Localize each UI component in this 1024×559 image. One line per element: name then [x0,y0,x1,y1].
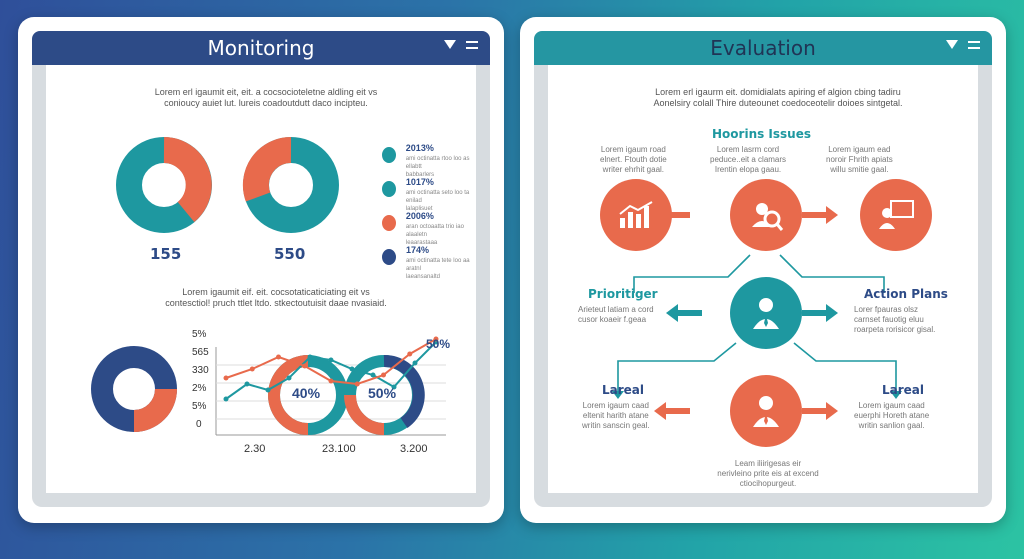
ring-2 [344,354,425,435]
col-mid-text: Lorem lasrm cord peduce..eit a clamars I… [710,145,787,174]
action-plans-label: Action Plans [864,287,948,301]
line-point [433,336,439,342]
donut-1 [116,137,212,233]
connector-lines [617,254,897,391]
ring-2-label: 50% [368,385,397,401]
line-point [223,375,229,381]
line-point [354,381,360,387]
prioritiger-label: Prioritiger [588,287,658,301]
col-right-text: Lorem igaum ead noroir Fhrith apiats wil… [826,145,893,174]
legend-text: ami octinatta tete loo aa aratnl laeansa… [405,258,470,280]
evaluation-title: Evaluation [710,36,816,60]
legend-item: 2006% aran octoaatta trio iao alaaletn le… [382,211,476,247]
evaluation-header: Evaluation [534,31,992,65]
lareal-left-label: Lareal [602,383,645,397]
action-plans-text: Lorer fpauras olsz carnset fauotig eluu … [854,305,936,334]
monitoring-card: Monitoring Lorem erl igaumit eit, eit. a… [18,17,504,523]
teal-arrows [666,304,838,322]
dropdown-icon[interactable] [946,40,958,49]
presentation-icon [860,179,932,251]
legend-item: 1017% ami octinatta seto loo ta enilad la… [382,177,476,213]
ring-1 [268,355,348,435]
y-tick: 565 [192,347,209,358]
prioritiger-text: Arieteut latiam a cord cusor koaeir f.ge… [578,305,654,324]
donut-3 [91,346,177,432]
menu-icon[interactable] [968,40,980,49]
donut-2-value: 550 [274,245,306,263]
lareal-right-text: Lorem igaum caad euerphi Horeth atane wr… [854,401,930,430]
person-icon [730,277,802,349]
line-point [370,372,376,378]
y-tick: 5% [192,329,207,340]
monitoring-title: Monitoring [207,36,315,60]
line-point [412,360,418,366]
x-tick: 23.100 [322,443,356,455]
legend-item: 2013% ami octinatta rtoo loo as ellabtt b… [382,143,476,179]
line-point [276,354,281,360]
line-end-label: 50% [426,337,451,351]
line-point [244,381,250,387]
growth-chart-icon [600,179,672,251]
lareal-right-label: Lareal [882,383,925,397]
line-point [391,384,397,390]
legend-pct: 1017% [405,177,434,187]
monitoring-intro-2: Lorem igaumit eif. eit. cocsotaticaticia… [165,287,387,308]
line-point [381,372,386,378]
dropdown-icon[interactable] [444,40,456,49]
monitoring-intro: Lorem erl igaumit eit, eit. a cocsociote… [154,87,378,108]
bottom-text: Leam iliirigesas eir nerivleino prite ei… [717,459,819,488]
monitoring-charts [91,136,446,436]
legend-dot [382,215,396,231]
legend-dot [382,147,396,163]
monitoring-header: Monitoring [32,31,490,65]
menu-icon[interactable] [466,40,478,49]
y-tick: 5% [192,401,207,412]
line-point [265,387,271,393]
legend-dot [382,181,396,197]
evaluation-card: Evaluation Lorem erl igaurm eit. domidia… [520,17,1006,523]
issue-search-icon [730,179,802,251]
line-point [249,366,255,372]
legend-item: 174% ami octinatta tete loo aa aratnl lae… [382,245,476,281]
legend-text: ami octinatta seto loo ta enilad lalapli… [405,190,470,212]
legend-text: ami octinatta rtoo loo as ellabtt babbar… [405,156,470,178]
legend-dot [382,249,396,265]
legend-pct: 2013% [405,143,434,153]
line-point [328,357,334,363]
evaluation-intro: Lorem erl igaurm eit. domidialats apirin… [653,87,903,108]
line-point [223,396,229,402]
x-tick: 2.30 [244,443,266,455]
line-point [302,363,308,369]
col-left-text: Lorem igaum road elnert. Ftouth dotie wr… [600,145,667,174]
legend-pct: 2006% [405,211,434,221]
y-tick: 2% [192,383,207,394]
legend-text: aran octoaatta trio iao alaaletn leaaras… [405,224,464,246]
person-icon [730,375,802,447]
y-tick: 0 [196,419,202,430]
legend-pct: 174% [405,245,429,255]
x-tick: 3.200 [400,443,428,455]
line-point [307,354,313,360]
lareal-left-text: Lorem igaum caad eltenit harith atane wr… [582,401,650,430]
ring-1-label: 40% [292,385,321,401]
line-point [328,378,334,384]
section-title: Hoorins Issues [712,127,811,141]
line-point [286,375,292,381]
donut-2 [242,136,339,233]
line-point [407,351,413,357]
donut-1-value: 155 [150,245,182,263]
y-tick: 330 [192,365,209,376]
line-point [349,366,355,372]
